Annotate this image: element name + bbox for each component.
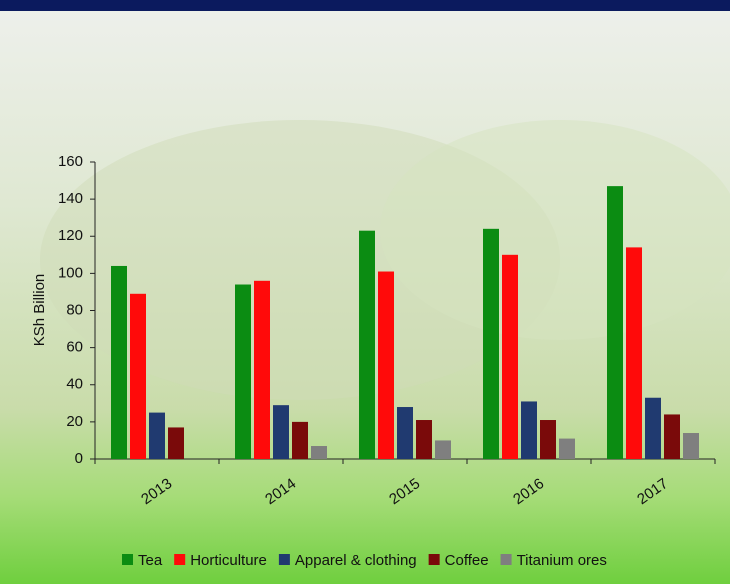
y-tick-label: 160 — [58, 153, 83, 170]
bar — [273, 405, 289, 459]
y-tick-label: 80 — [66, 301, 83, 318]
bar — [416, 420, 432, 459]
y-tick-label: 20 — [66, 413, 83, 430]
legend-label: Coffee — [445, 552, 489, 569]
bar — [626, 247, 642, 459]
leaf-decoration — [380, 120, 730, 340]
y-axis-title: KSh Billion — [31, 274, 48, 347]
bar — [540, 420, 556, 459]
bar — [149, 412, 165, 459]
top-bar — [0, 0, 730, 11]
legend-swatch — [122, 554, 133, 565]
legend-swatch — [278, 554, 290, 565]
bar — [397, 407, 413, 459]
bar — [235, 284, 251, 459]
bar — [521, 401, 537, 459]
y-tick-label: 0 — [75, 450, 83, 467]
legend-label: Tea — [138, 552, 163, 569]
bar — [111, 265, 127, 459]
legend: Tea Horticulture Apparel & clothing Coffee T… — [122, 552, 607, 569]
bar — [645, 397, 661, 459]
legend-label: Apparel & clothing — [295, 552, 417, 569]
y-tick-label: 100 — [58, 264, 83, 281]
legend-swatch — [428, 554, 440, 565]
legend-swatch — [174, 554, 186, 565]
legend-label: Horticulture — [190, 552, 267, 569]
legend-swatch — [500, 554, 512, 565]
bar — [359, 230, 375, 459]
y-tick-label: 120 — [58, 227, 83, 244]
bar — [378, 271, 394, 459]
y-tick-label: 40 — [66, 376, 83, 393]
bar — [559, 438, 575, 459]
bar — [130, 293, 146, 459]
bar — [254, 280, 270, 459]
y-tick-label: 60 — [66, 339, 83, 356]
bar — [435, 440, 451, 459]
bar — [683, 433, 699, 459]
bar — [168, 427, 184, 459]
bar — [483, 228, 499, 459]
bar — [664, 414, 680, 459]
legend-label: Titanium ores — [517, 552, 607, 569]
bar — [502, 254, 518, 459]
y-tick-label: 140 — [58, 190, 83, 207]
bar — [311, 446, 327, 459]
bar — [607, 186, 623, 459]
bar — [292, 421, 308, 459]
